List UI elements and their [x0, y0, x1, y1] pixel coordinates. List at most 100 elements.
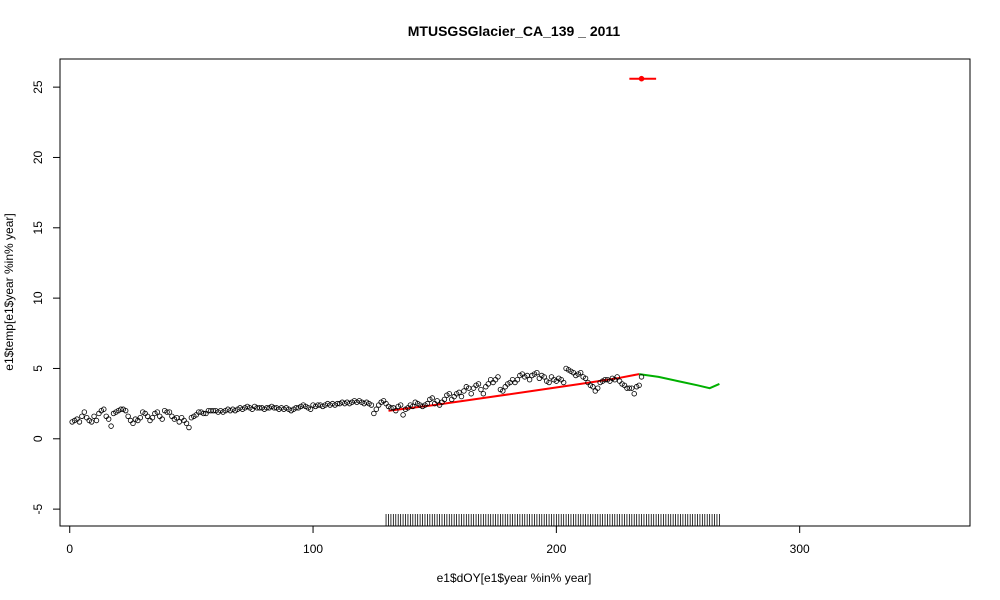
- data-point: [485, 381, 491, 387]
- data-point: [169, 413, 175, 419]
- trend-line: [388, 373, 640, 412]
- data-points: [69, 365, 645, 431]
- data-point: [181, 417, 187, 424]
- data-point: [137, 414, 143, 421]
- trend-lines: [388, 373, 720, 412]
- data-point: [108, 423, 114, 429]
- data-point: [210, 407, 216, 414]
- data-point: [636, 382, 642, 389]
- data-point: [264, 405, 270, 411]
- y-axis: -5 0 5 10 15 20 25: [31, 80, 61, 514]
- data-point: [470, 385, 477, 391]
- data-point: [144, 413, 151, 419]
- data-point: [631, 391, 637, 397]
- data-point: [93, 417, 100, 424]
- data-point: [159, 416, 165, 422]
- chart-title: MTUSGSGlacier_CA_139 _ 2011: [408, 23, 621, 39]
- data-point: [514, 377, 521, 383]
- data-point: [458, 393, 465, 400]
- data-point: [84, 414, 90, 421]
- data-point: [475, 381, 482, 387]
- data-point: [483, 384, 489, 390]
- data-point: [183, 420, 190, 427]
- data-point: [393, 407, 399, 414]
- data-point: [616, 378, 623, 384]
- data-point: [595, 385, 601, 391]
- data-point: [478, 386, 484, 393]
- data-point: [166, 409, 173, 415]
- data-point: [468, 391, 474, 397]
- data-point: [629, 385, 635, 391]
- y-tick-label: 10: [31, 291, 45, 305]
- data-point: [560, 379, 567, 386]
- plot-frame: [59, 58, 971, 527]
- data-point: [91, 413, 97, 419]
- x-tick-label: 100: [303, 542, 323, 556]
- data-point: [638, 374, 645, 380]
- data-point: [164, 409, 170, 415]
- data-point: [118, 406, 124, 412]
- data-point: [154, 409, 161, 415]
- data-point: [449, 396, 455, 403]
- data-point: [368, 402, 375, 408]
- data-point: [256, 405, 263, 411]
- data-point: [590, 384, 596, 390]
- trend-line: [638, 373, 720, 390]
- data-point: [461, 388, 467, 394]
- x-axis-label: e1$dOY[e1$year %in% year]: [437, 571, 592, 585]
- x-tick-label: 300: [790, 542, 810, 556]
- data-point: [200, 410, 207, 417]
- data-point: [541, 374, 547, 380]
- data-point: [495, 374, 501, 380]
- data-point: [105, 416, 112, 422]
- data-point: [480, 391, 487, 397]
- data-point: [400, 412, 406, 418]
- data-point: [271, 405, 277, 411]
- data-point: [315, 402, 321, 408]
- y-tick-label: 0: [31, 435, 45, 442]
- data-point: [122, 407, 129, 414]
- data-point: [373, 406, 380, 412]
- data-point: [582, 375, 589, 382]
- data-point: [548, 374, 555, 380]
- data-point: [512, 379, 518, 386]
- data-point: [577, 369, 584, 376]
- rug-marks: [385, 514, 720, 526]
- data-point: [195, 409, 202, 415]
- y-tick-label: 20: [31, 150, 45, 164]
- data-point: [502, 384, 508, 390]
- data-point: [424, 400, 431, 407]
- data-point: [76, 419, 83, 425]
- data-point: [509, 377, 516, 383]
- y-tick-label: 25: [31, 80, 45, 94]
- data-point: [103, 413, 109, 419]
- data-point: [376, 402, 382, 408]
- data-point: [487, 377, 494, 383]
- data-point: [410, 403, 416, 410]
- data-point: [176, 419, 182, 425]
- data-point: [96, 410, 102, 417]
- data-point: [130, 420, 136, 427]
- data-point: [602, 377, 608, 383]
- y-axis-label: e1$temp[e1$year %in% year]: [2, 213, 16, 370]
- data-point: [451, 393, 457, 400]
- data-point: [371, 410, 377, 417]
- data-point: [293, 405, 299, 411]
- data-point: [429, 395, 435, 401]
- data-point: [127, 417, 134, 424]
- data-point: [334, 400, 341, 407]
- outlier-point: [638, 75, 645, 82]
- data-point: [626, 385, 633, 391]
- data-point: [157, 413, 163, 419]
- data-point: [492, 377, 499, 383]
- data-point: [307, 406, 314, 412]
- y-tick-label: 15: [31, 221, 45, 235]
- x-tick-label: 200: [546, 542, 566, 556]
- data-point: [434, 398, 440, 404]
- data-point: [456, 389, 462, 396]
- data-point: [88, 419, 95, 425]
- x-tick-label: 0: [66, 542, 73, 556]
- data-point: [397, 402, 404, 408]
- data-point: [490, 379, 496, 386]
